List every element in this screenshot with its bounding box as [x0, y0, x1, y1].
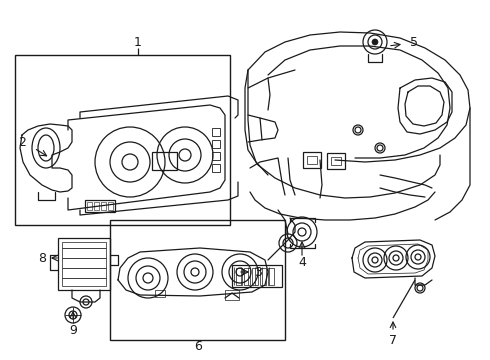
- Text: 7: 7: [389, 333, 397, 346]
- Bar: [212, 128, 220, 136]
- Text: 4: 4: [298, 256, 306, 269]
- Bar: [244, 268, 250, 285]
- Bar: [108, 202, 113, 210]
- Bar: [152, 152, 177, 170]
- Bar: [225, 290, 239, 300]
- Bar: [155, 290, 165, 297]
- Bar: [303, 152, 321, 168]
- Bar: [85, 200, 115, 212]
- Text: 1: 1: [134, 36, 142, 49]
- Text: 6: 6: [194, 341, 202, 354]
- Bar: [236, 268, 242, 285]
- Bar: [101, 202, 106, 210]
- Bar: [212, 164, 220, 172]
- Text: 5: 5: [410, 36, 418, 49]
- Bar: [260, 268, 266, 285]
- Bar: [232, 265, 282, 287]
- Bar: [87, 202, 92, 210]
- Bar: [212, 140, 220, 148]
- Text: 2: 2: [18, 136, 26, 149]
- Bar: [94, 202, 99, 210]
- Bar: [252, 268, 258, 285]
- Bar: [327, 153, 345, 169]
- Bar: [331, 157, 341, 165]
- Bar: [15, 55, 230, 225]
- Text: 8: 8: [38, 252, 46, 265]
- Text: 9: 9: [69, 324, 77, 337]
- Bar: [58, 238, 110, 290]
- Bar: [62, 242, 106, 286]
- Bar: [307, 156, 317, 164]
- Circle shape: [372, 39, 378, 45]
- Text: 3: 3: [254, 266, 262, 279]
- Bar: [268, 268, 274, 285]
- Bar: [110, 220, 285, 340]
- Bar: [212, 152, 220, 160]
